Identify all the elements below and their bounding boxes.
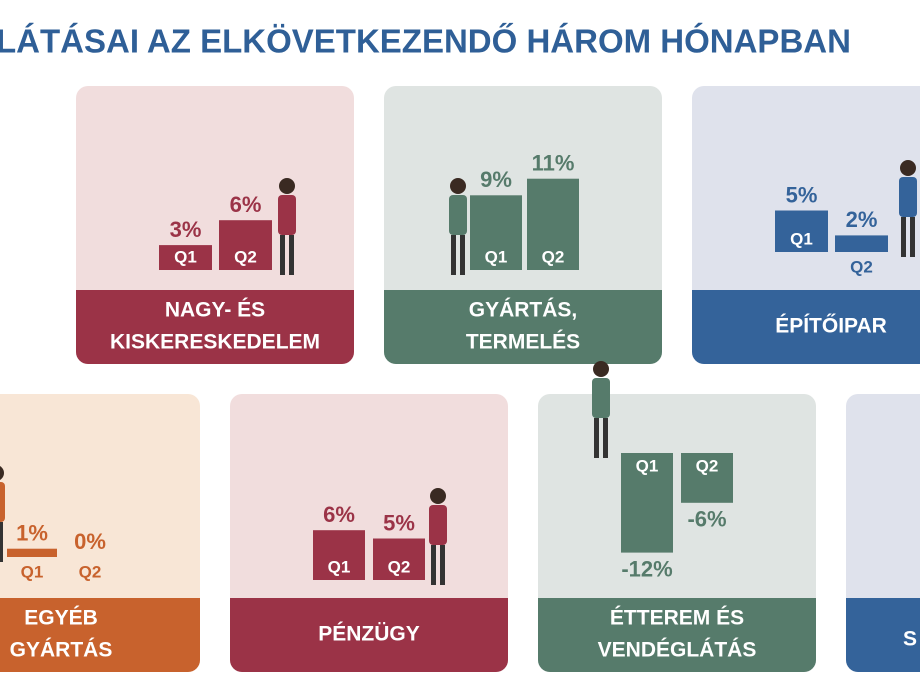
category-label: Q1 (174, 247, 197, 266)
person-illustration (603, 418, 608, 458)
bar (159, 245, 212, 270)
value-label: 6% (230, 192, 262, 217)
person-illustration (278, 195, 296, 235)
value-label: 1% (16, 521, 48, 546)
person-illustration (429, 505, 447, 545)
panel-title: S (903, 628, 917, 651)
panel-title: PÉNZÜGY (318, 623, 420, 646)
person-illustration (280, 235, 285, 275)
category-label: Q1 (790, 229, 813, 248)
bar (835, 235, 888, 252)
person-illustration (451, 235, 456, 275)
bar (219, 220, 272, 270)
panel-title: ÉTTEREM ÉS (610, 607, 744, 630)
bar (313, 530, 365, 580)
person-illustration (431, 545, 436, 585)
person-illustration (0, 522, 3, 562)
person-illustration (900, 160, 916, 176)
bar (470, 195, 522, 270)
person-illustration (440, 545, 445, 585)
value-label: 11% (532, 151, 575, 176)
person-illustration (279, 178, 295, 194)
person-illustration (450, 178, 466, 194)
bar (621, 453, 673, 553)
category-label: Q1 (636, 456, 659, 475)
value-label: 2% (846, 207, 878, 232)
bar (373, 538, 425, 580)
panel-band (384, 290, 662, 310)
person-illustration (593, 361, 609, 377)
category-label: Q1 (328, 557, 351, 576)
panel-band (692, 290, 920, 310)
person-illustration (289, 235, 294, 275)
category-label: Q2 (542, 247, 565, 266)
value-label: 3% (170, 217, 202, 242)
page-title: LÁTÁSAI AZ ELKÖVETKEZENDŐ HÁROM HÓNAPBAN (0, 23, 851, 60)
person-illustration (899, 177, 917, 217)
value-label: 5% (383, 510, 415, 535)
category-label: Q2 (388, 557, 411, 576)
bar (775, 210, 828, 252)
category-label: Q2 (234, 247, 257, 266)
panel-title: ÉPÍTŐIPAR (775, 315, 887, 338)
panel-title: KISKERESKEDELEM (110, 331, 320, 354)
person-illustration (592, 378, 610, 418)
panel-band (230, 598, 508, 618)
value-label: 5% (786, 182, 818, 207)
person-illustration (449, 195, 467, 235)
value-label: 0% (74, 529, 106, 554)
value-label: 6% (323, 502, 355, 527)
value-label: -12% (621, 556, 672, 581)
person-illustration (0, 482, 5, 522)
person-illustration (910, 217, 915, 257)
value-label: 9% (480, 167, 512, 192)
bar (527, 178, 579, 270)
value-label: -6% (687, 507, 726, 532)
panel-title: EGYÉB (24, 607, 98, 630)
panel-title: VENDÉGLÁTÁS (598, 639, 757, 662)
panel-band (538, 598, 816, 618)
person-illustration (594, 418, 599, 458)
bar (681, 453, 733, 503)
category-label: Q1 (485, 247, 508, 266)
category-label: Q2 (696, 456, 719, 475)
person-illustration (0, 466, 4, 480)
panel-title: GYÁRTÁS, (469, 299, 578, 322)
person-illustration (901, 217, 906, 257)
person-illustration (430, 488, 446, 504)
panel-title: NAGY- ÉS (165, 299, 265, 322)
category-label: Q2 (79, 562, 102, 581)
category-label: Q1 (21, 562, 44, 581)
category-label: Q2 (850, 257, 873, 276)
panel-band (846, 598, 920, 618)
panel-band (76, 290, 354, 310)
person-illustration (460, 235, 465, 275)
panel-band (0, 598, 200, 618)
panel-title: GYÁRTÁS (10, 639, 113, 662)
bar (7, 548, 57, 557)
panel-title: TERMELÉS (466, 331, 580, 354)
